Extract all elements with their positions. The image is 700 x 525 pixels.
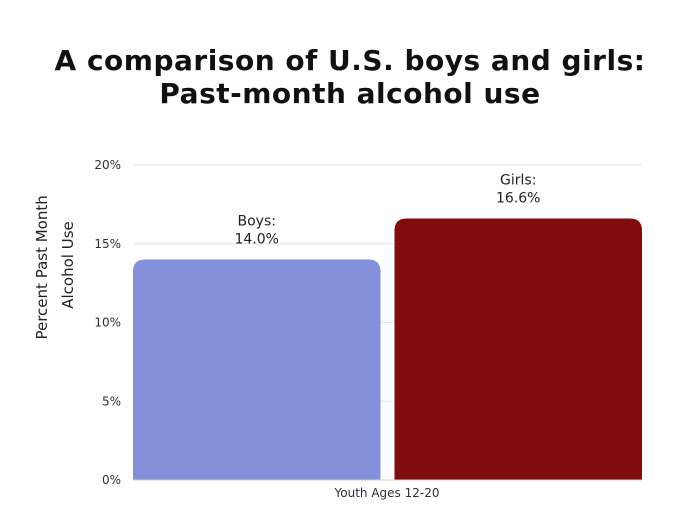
chart-title-line-2: Past-month alcohol use bbox=[159, 77, 541, 110]
data-label-girls: Girls: 16.6% bbox=[496, 173, 540, 207]
data-label-boys: Boys: 14.0% bbox=[235, 214, 279, 248]
chart-title: A comparison of U.S. boys and girls: Pas… bbox=[0, 44, 700, 110]
y-axis-ticks: 0% 5% 10% 15% 20% bbox=[94, 158, 121, 487]
bar-boys bbox=[133, 259, 381, 480]
y-tick-label: 0% bbox=[102, 473, 121, 487]
data-labels: Boys: 14.0% Girls: 16.6% bbox=[235, 173, 541, 248]
y-tick-label: 20% bbox=[94, 158, 121, 172]
y-axis-label-line-1: Percent Past Month bbox=[33, 195, 51, 339]
data-label-value: 14.0% bbox=[235, 232, 279, 248]
y-tick-label: 15% bbox=[94, 237, 121, 251]
bars bbox=[133, 218, 642, 481]
x-axis-label: Youth Ages 12-20 bbox=[334, 486, 440, 500]
y-axis-label-line-2: Alcohol Use bbox=[59, 221, 77, 309]
y-tick-label: 5% bbox=[102, 394, 121, 408]
data-label-name: Girls: bbox=[500, 173, 536, 189]
chart-title-line-1: A comparison of U.S. boys and girls: bbox=[54, 44, 646, 77]
y-tick-label: 10% bbox=[94, 316, 121, 330]
bar-girls bbox=[394, 218, 642, 481]
data-label-name: Boys: bbox=[238, 214, 276, 230]
y-axis-label: Percent Past Month Alcohol Use bbox=[33, 190, 77, 339]
data-label-value: 16.6% bbox=[496, 191, 540, 207]
